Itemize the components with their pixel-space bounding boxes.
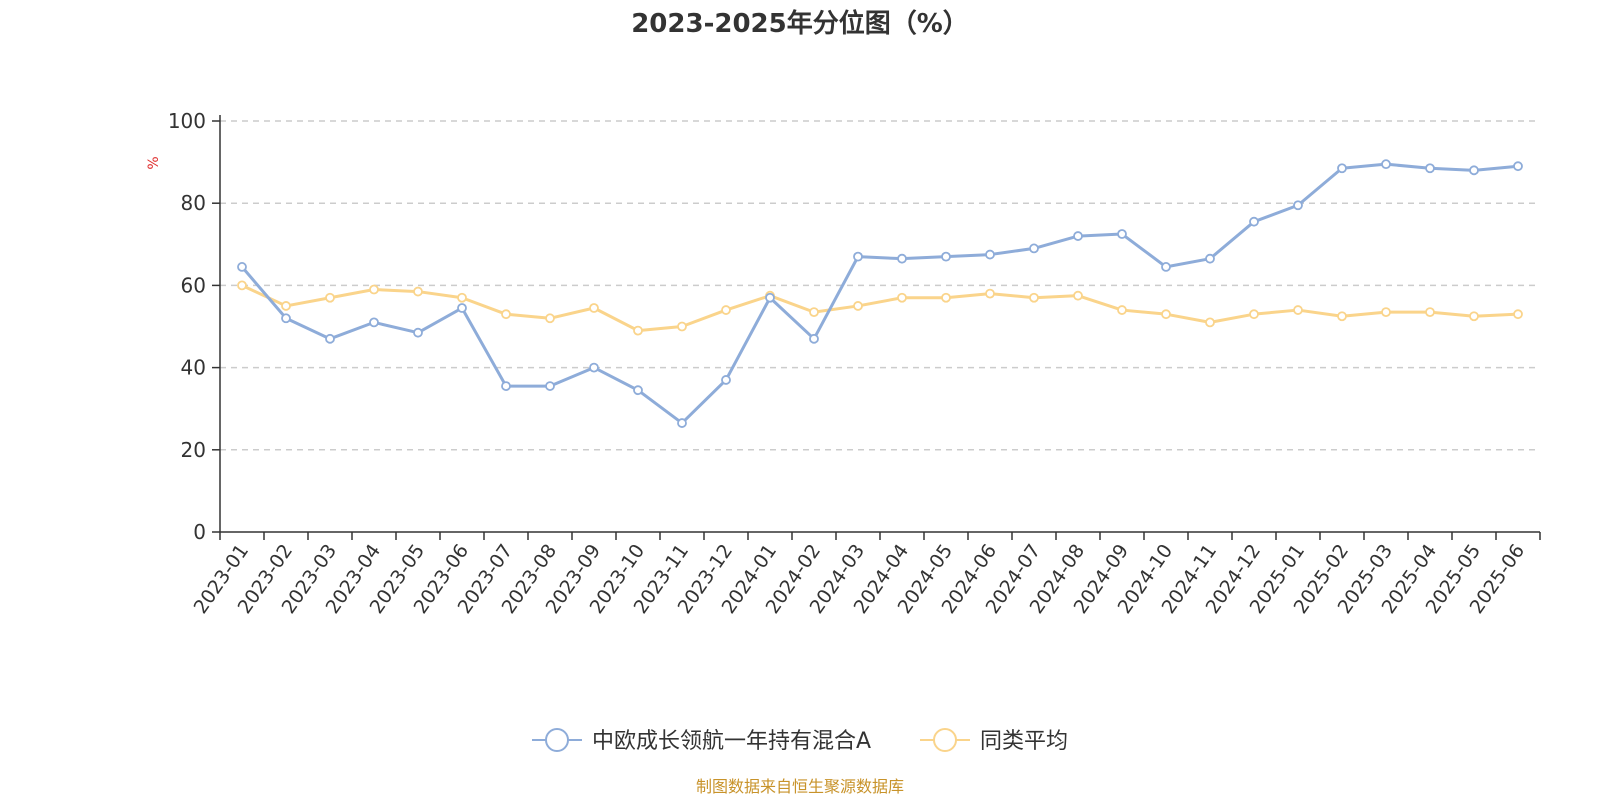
y-axis-ticks: 0 20 40 60 80 100 [168, 109, 220, 544]
legend-label: 同类平均 [980, 729, 1068, 754]
grid-lines [220, 120, 1540, 451]
legend-label: 中欧成长领航一年持有混合A [592, 729, 871, 754]
data-point [457, 303, 467, 313]
data-point [1205, 253, 1215, 264]
source-note: 制图数据来自恒生聚源数据库 [696, 777, 904, 796]
legend-item[interactable]: 中欧成长领航一年持有混合A [532, 728, 871, 754]
data-point [1073, 231, 1083, 241]
data-point [1337, 311, 1347, 322]
data-point [677, 321, 687, 332]
series [237, 280, 1523, 336]
data-point [413, 327, 423, 338]
y-axis-unit: % [146, 156, 162, 169]
data-point [1425, 163, 1435, 174]
data-point [1469, 165, 1479, 176]
data-point [633, 385, 643, 396]
series-line [240, 162, 1519, 425]
legend: 中欧成长领航一年持有混合A 同类平均 [532, 728, 1068, 754]
data-point [1293, 200, 1303, 211]
y-tick-label: 80 [181, 191, 206, 215]
data-point [1029, 243, 1039, 254]
data-point [281, 301, 291, 311]
data-point [633, 325, 643, 336]
data-point [765, 292, 775, 303]
chart-title: 2023-2025年分位图（%） [631, 8, 969, 39]
data-point [1117, 305, 1127, 315]
data-point [897, 253, 907, 264]
y-tick-label: 20 [181, 438, 206, 462]
data-point [941, 251, 951, 262]
data-point [545, 313, 555, 324]
data-point [325, 292, 335, 303]
data-point [941, 292, 951, 303]
data-point [985, 288, 995, 299]
axes [219, 115, 1540, 533]
data-point [369, 317, 379, 328]
data-point [237, 280, 247, 291]
data-point [1249, 309, 1259, 320]
data-point [1381, 159, 1391, 170]
data-point [721, 375, 731, 385]
data-point [501, 309, 511, 320]
data-point [589, 303, 599, 313]
data-point [853, 251, 863, 262]
data-point [501, 381, 511, 391]
data-point [1469, 311, 1479, 322]
y-tick-label: 100 [168, 109, 206, 133]
data-point [1513, 161, 1523, 172]
data-point [1117, 229, 1127, 239]
data-point [1205, 317, 1215, 328]
data-point [237, 262, 247, 272]
data-point [1029, 292, 1039, 303]
data-point [809, 333, 819, 344]
legend-item[interactable]: 同类平均 [920, 728, 1068, 754]
data-point [1073, 290, 1083, 301]
data-point [985, 249, 995, 260]
data-point [1293, 305, 1303, 315]
data-point [413, 286, 423, 297]
data-point [1337, 163, 1347, 174]
data-point [1161, 309, 1171, 320]
y-tick-label: 0 [193, 520, 206, 544]
data-point [545, 381, 555, 391]
data-point [1425, 307, 1435, 318]
y-tick-label: 40 [181, 356, 206, 380]
x-axis-ticks: 2023-012023-022023-032023-042023-052023-… [190, 532, 1541, 618]
series [237, 159, 1523, 428]
data-point [325, 333, 335, 344]
legend-marker-icon [545, 728, 569, 752]
series-line [241, 284, 1519, 333]
data-point [853, 301, 863, 311]
data-point [809, 307, 819, 318]
data-point [1161, 262, 1171, 272]
data-point [1381, 307, 1391, 318]
data-point [457, 292, 467, 303]
data-point [281, 313, 291, 324]
data-point [677, 418, 687, 428]
y-tick-label: 60 [181, 273, 206, 297]
data-point [589, 362, 599, 373]
data-point [369, 284, 379, 295]
series-group [237, 159, 1523, 428]
data-point [721, 305, 731, 315]
data-point [1249, 216, 1259, 227]
data-point [1513, 309, 1523, 320]
data-point [897, 292, 907, 303]
legend-marker-icon [933, 728, 957, 752]
